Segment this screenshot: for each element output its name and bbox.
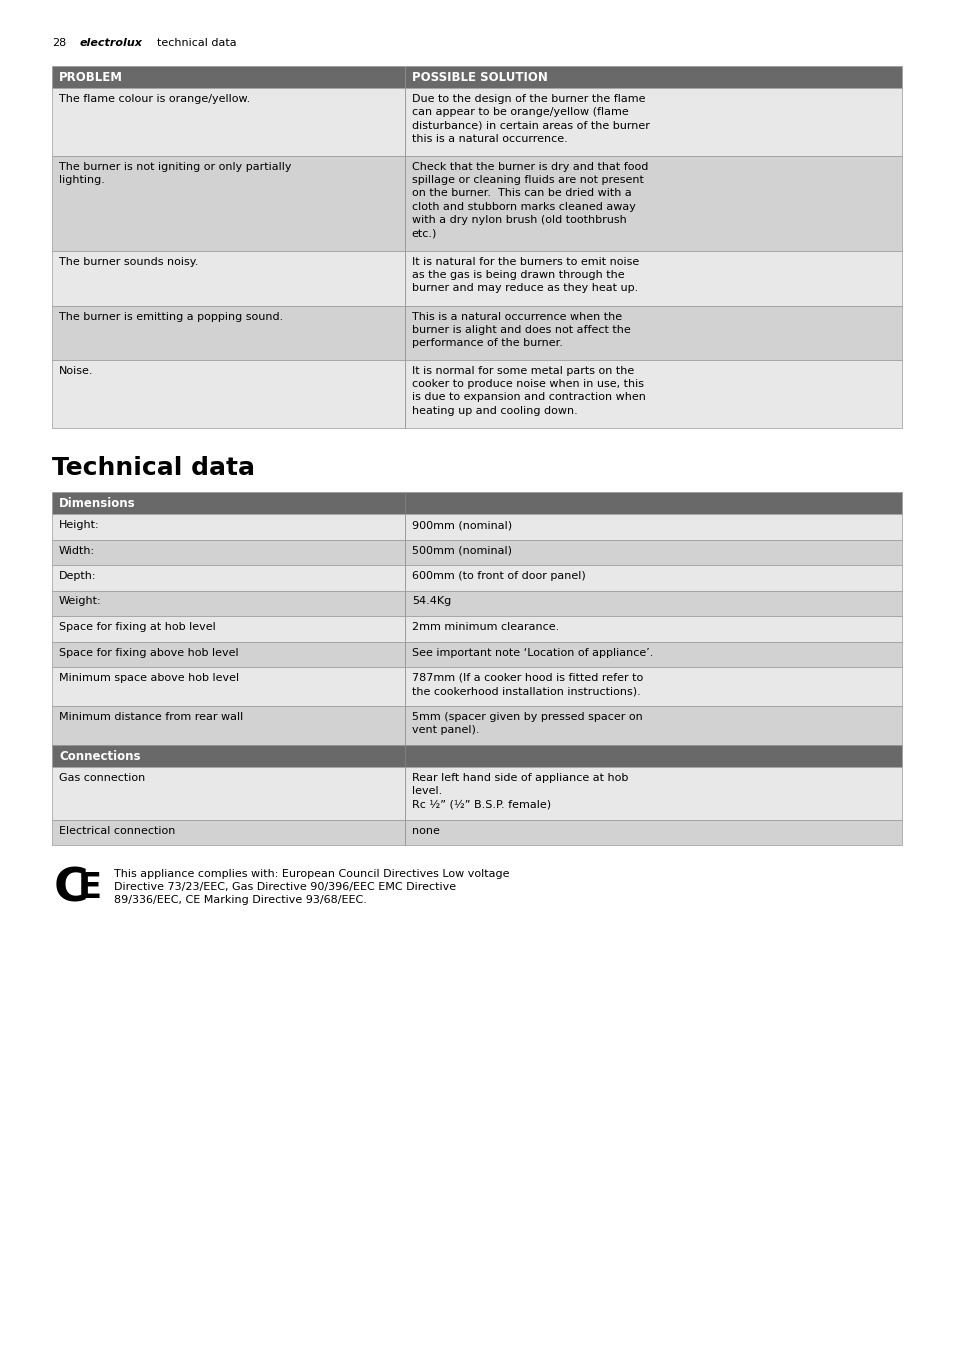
Bar: [52, 591, 404, 617]
Text: The flame colour is orange/yellow.: The flame colour is orange/yellow.: [59, 93, 250, 104]
Bar: [52, 305, 404, 360]
Text: technical data: technical data: [157, 38, 236, 47]
Bar: [404, 641, 901, 667]
Text: It is natural for the burners to emit noise
as the gas is being drawn through th: It is natural for the burners to emit no…: [412, 257, 639, 294]
Bar: [52, 745, 901, 767]
Text: The burner is emitting a popping sound.: The burner is emitting a popping sound.: [59, 312, 283, 321]
Text: Minimum distance from rear wall: Minimum distance from rear wall: [59, 711, 243, 722]
Bar: [404, 591, 901, 617]
Text: 54.4Kg: 54.4Kg: [412, 596, 451, 607]
Text: It is normal for some metal parts on the
cooker to produce noise when in use, th: It is normal for some metal parts on the…: [412, 366, 645, 416]
Bar: [52, 565, 404, 591]
Bar: [404, 360, 901, 428]
Text: 2mm minimum clearance.: 2mm minimum clearance.: [412, 622, 558, 631]
Text: electrolux: electrolux: [80, 38, 143, 47]
Text: Connections: Connections: [59, 751, 140, 763]
Text: 89/336/EEC, CE Marking Directive 93/68/EEC: 89/336/EEC, CE Marking Directive 93/68/E…: [113, 906, 363, 917]
Bar: [404, 156, 901, 251]
Text: POSSIBLE SOLUTION: POSSIBLE SOLUTION: [412, 70, 547, 84]
Text: C: C: [54, 867, 89, 912]
Text: This is a natural occurrence when the
burner is alight and does not affect the
p: This is a natural occurrence when the bu…: [412, 312, 630, 348]
Text: The burner is not igniting or only partially
lighting.: The burner is not igniting or only parti…: [59, 163, 292, 186]
Bar: [52, 514, 404, 539]
Bar: [404, 305, 901, 360]
Text: ÇÉ: ÇÉ: [52, 867, 53, 869]
Text: Space for fixing at hob level: Space for fixing at hob level: [59, 622, 215, 631]
Bar: [404, 539, 901, 565]
Text: 900mm (nominal): 900mm (nominal): [412, 520, 512, 530]
Bar: [52, 641, 404, 667]
Bar: [52, 706, 404, 745]
Text: This appliance complies with: European Council Directives Low voltage
Directive : This appliance complies with: European C…: [113, 869, 509, 905]
Text: 600mm (to front of door panel): 600mm (to front of door panel): [412, 570, 585, 581]
Bar: [52, 251, 404, 305]
Text: PROBLEM: PROBLEM: [59, 70, 123, 84]
Text: Technical data: Technical data: [52, 457, 254, 480]
Bar: [52, 360, 404, 428]
Text: Height:: Height:: [59, 520, 99, 530]
Bar: [52, 539, 404, 565]
Bar: [404, 88, 901, 156]
Bar: [52, 66, 901, 88]
Text: E: E: [78, 871, 102, 905]
Text: 500mm (nominal): 500mm (nominal): [412, 546, 511, 556]
Text: Space for fixing above hob level: Space for fixing above hob level: [59, 648, 238, 657]
Text: See important note ‘Location of appliance’.: See important note ‘Location of applianc…: [412, 648, 653, 657]
Bar: [52, 667, 404, 706]
Text: The burner sounds noisy.: The burner sounds noisy.: [59, 257, 198, 267]
Bar: [404, 767, 901, 820]
Text: none: none: [412, 825, 439, 836]
Bar: [52, 767, 404, 820]
Bar: [404, 667, 901, 706]
Bar: [52, 820, 404, 846]
Bar: [404, 251, 901, 305]
Bar: [52, 617, 404, 641]
Text: Electrical connection: Electrical connection: [59, 825, 175, 836]
Bar: [404, 565, 901, 591]
Text: Rear left hand side of appliance at hob
level.
Rc ½” (½” B.S.P. female): Rear left hand side of appliance at hob …: [412, 772, 627, 809]
Text: 28: 28: [52, 38, 66, 47]
Bar: [52, 88, 404, 156]
Bar: [404, 617, 901, 641]
Text: 787mm (If a cooker hood is fitted refer to
the cookerhood installation instructi: 787mm (If a cooker hood is fitted refer …: [412, 673, 642, 696]
Bar: [404, 514, 901, 539]
Bar: [52, 156, 404, 251]
Text: Weight:: Weight:: [59, 596, 102, 607]
Text: Due to the design of the burner the flame
can appear to be orange/yellow (flame
: Due to the design of the burner the flam…: [412, 93, 649, 144]
Text: 5mm (spacer given by pressed spacer on
vent panel).: 5mm (spacer given by pressed spacer on v…: [412, 711, 641, 736]
Text: Dimensions: Dimensions: [59, 497, 135, 509]
Text: Gas connection: Gas connection: [59, 772, 145, 783]
Bar: [52, 492, 901, 514]
Text: Width:: Width:: [59, 546, 95, 556]
Bar: [404, 706, 901, 745]
Text: Minimum space above hob level: Minimum space above hob level: [59, 673, 239, 683]
Text: Check that the burner is dry and that food
spillage or cleaning fluids are not p: Check that the burner is dry and that fo…: [412, 163, 647, 238]
Text: Depth:: Depth:: [59, 570, 96, 581]
Bar: [404, 820, 901, 846]
Text: Noise.: Noise.: [59, 366, 93, 375]
